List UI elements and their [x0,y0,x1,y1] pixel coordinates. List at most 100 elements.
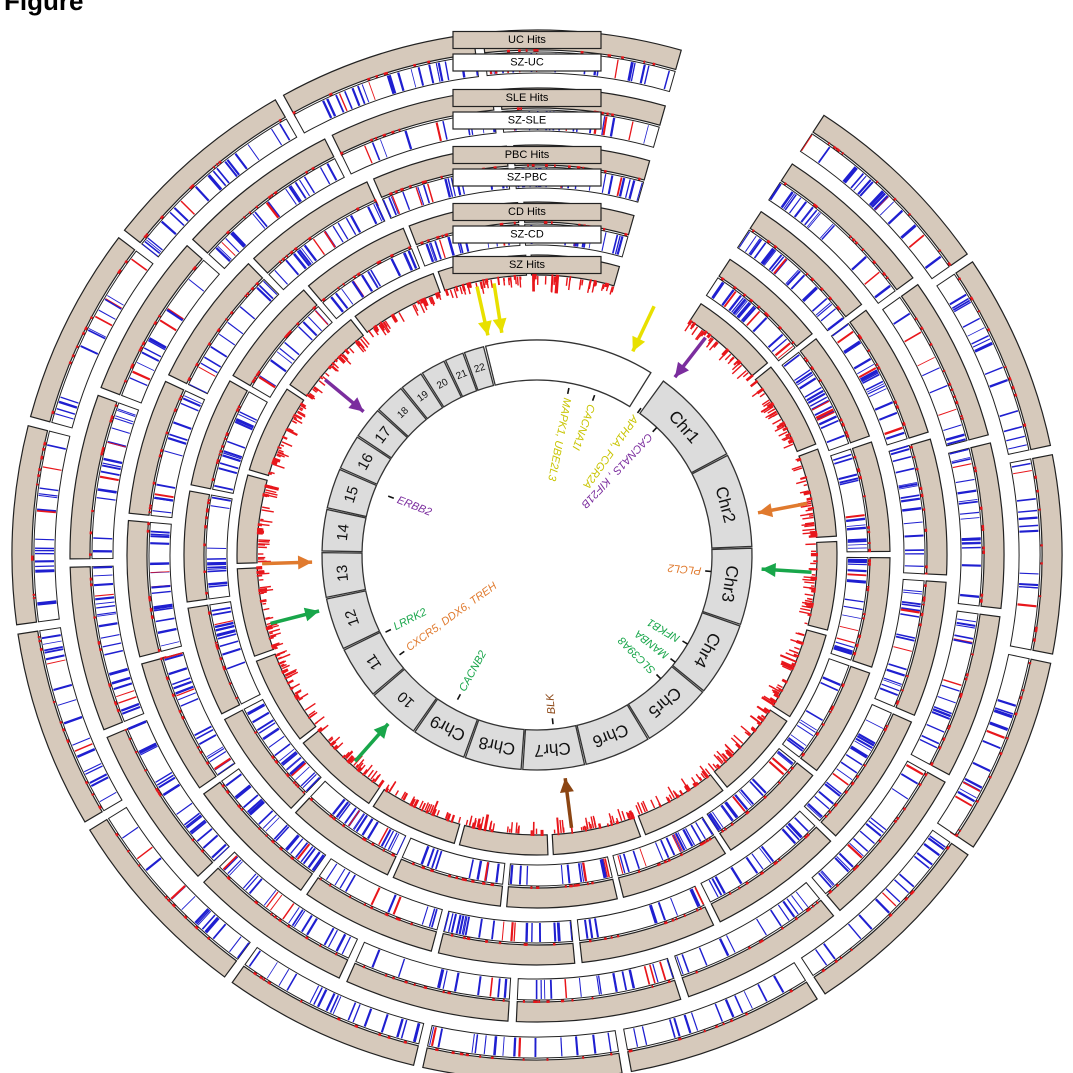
highlight-arrow [560,777,574,829]
sz-track-line [771,256,785,272]
sz-peak [716,750,727,762]
chromosome-label: 11 [363,651,386,673]
sz-track-line [218,467,238,475]
sz-track-line [288,186,301,203]
sz-track-line [799,377,817,390]
sz-track-line [55,413,74,420]
sz-track-line [400,1019,408,1039]
sz-track-line [44,648,64,654]
sz-track-line [167,437,187,445]
sz-peak [724,749,732,757]
sz-track-line [313,987,323,1005]
chromosome-block [627,665,704,740]
sz-track-line [230,233,245,248]
sz-peak [312,388,318,393]
sz-track-line [1016,498,1036,502]
hits-peak [361,768,368,776]
hits-peak [760,403,775,413]
sz-track-line [777,904,790,921]
sz-track-line [111,427,130,434]
sz-peak [269,632,282,637]
sz-track-line [247,798,263,813]
chromosome-chr1: Chr1 [638,380,728,474]
sz-track-line [871,192,887,208]
sz-track-line [839,625,859,632]
sz-track-line [557,922,561,942]
sz-peak [565,277,568,286]
sz-peak [265,616,270,620]
sz-peak [763,401,771,408]
sz-track-line [122,826,139,839]
sz-track-panel [251,305,333,399]
sz-track-line [756,918,767,936]
sz-track-line [136,846,153,860]
sz-peak [684,321,692,332]
sz-track-line [301,247,314,264]
sz-track-line [428,64,435,84]
hits-peak [286,679,294,685]
sz-track-line [820,681,839,691]
sz-track-line [578,977,582,997]
hits-peak [305,393,314,400]
sz-peak [465,819,469,826]
sz-peak [800,607,811,612]
sz-track-line [474,1034,479,1054]
ring-label-hits: UC Hits [508,34,546,46]
hits-peak [679,789,684,796]
chromosome-label: 14 [334,523,353,542]
sz-track-line [230,232,246,248]
sz-track-line [360,274,373,292]
sz-track-line [604,858,610,878]
sz-track-line [614,59,619,79]
sz-track-line [172,677,191,686]
sz-track-line [898,873,915,888]
sz-track-line [434,850,443,870]
sz-peak [484,280,487,286]
hits-peak [347,756,355,764]
sz-track-line [724,999,735,1018]
gene-label: CACNA1I [569,402,596,451]
sz-peak [345,750,353,759]
sz-track-line [188,279,205,292]
hits-peak [763,707,771,714]
chromosome-label: 17 [371,423,395,447]
hits-band-panel [128,380,185,516]
hits-band-panel [458,824,549,856]
sz-track-line [569,921,573,941]
sz-track-line [36,509,56,514]
sz-track-line [865,380,884,391]
sz-peak [806,497,811,500]
hits-peak [779,654,798,663]
sz-track-panel [936,273,1030,455]
sz-track-line [854,740,872,751]
sz-peak [733,734,744,744]
highlight-arrow [757,501,808,518]
hits-band-panel [167,262,264,385]
sz-track-line [905,764,924,776]
sz-track-line [959,788,977,799]
sz-track-line [367,271,378,289]
hits-peak [787,438,795,445]
sz-track-line [582,862,588,882]
sz-track-line [777,750,794,765]
sz-track-line [212,610,232,616]
sz-track-line [248,800,265,815]
hits-peak [807,613,812,617]
sz-track-line [896,633,916,639]
sz-track-line [783,354,800,368]
sz-track-line [274,269,289,285]
sz-peak [269,632,274,635]
hits-peak [482,279,486,289]
sz-peak [691,326,699,336]
sz-track-line [509,864,514,885]
hits-peak [341,754,346,759]
sz-track-line [226,661,246,670]
sz-track-line [800,719,817,731]
sz-track-line [208,584,228,588]
sz-track-line [219,462,239,470]
sz-peak [516,276,519,286]
sz-track-line [345,217,357,236]
sz-track-line [768,254,783,271]
sz-track-line [234,784,251,799]
sz-track-line [368,270,379,288]
